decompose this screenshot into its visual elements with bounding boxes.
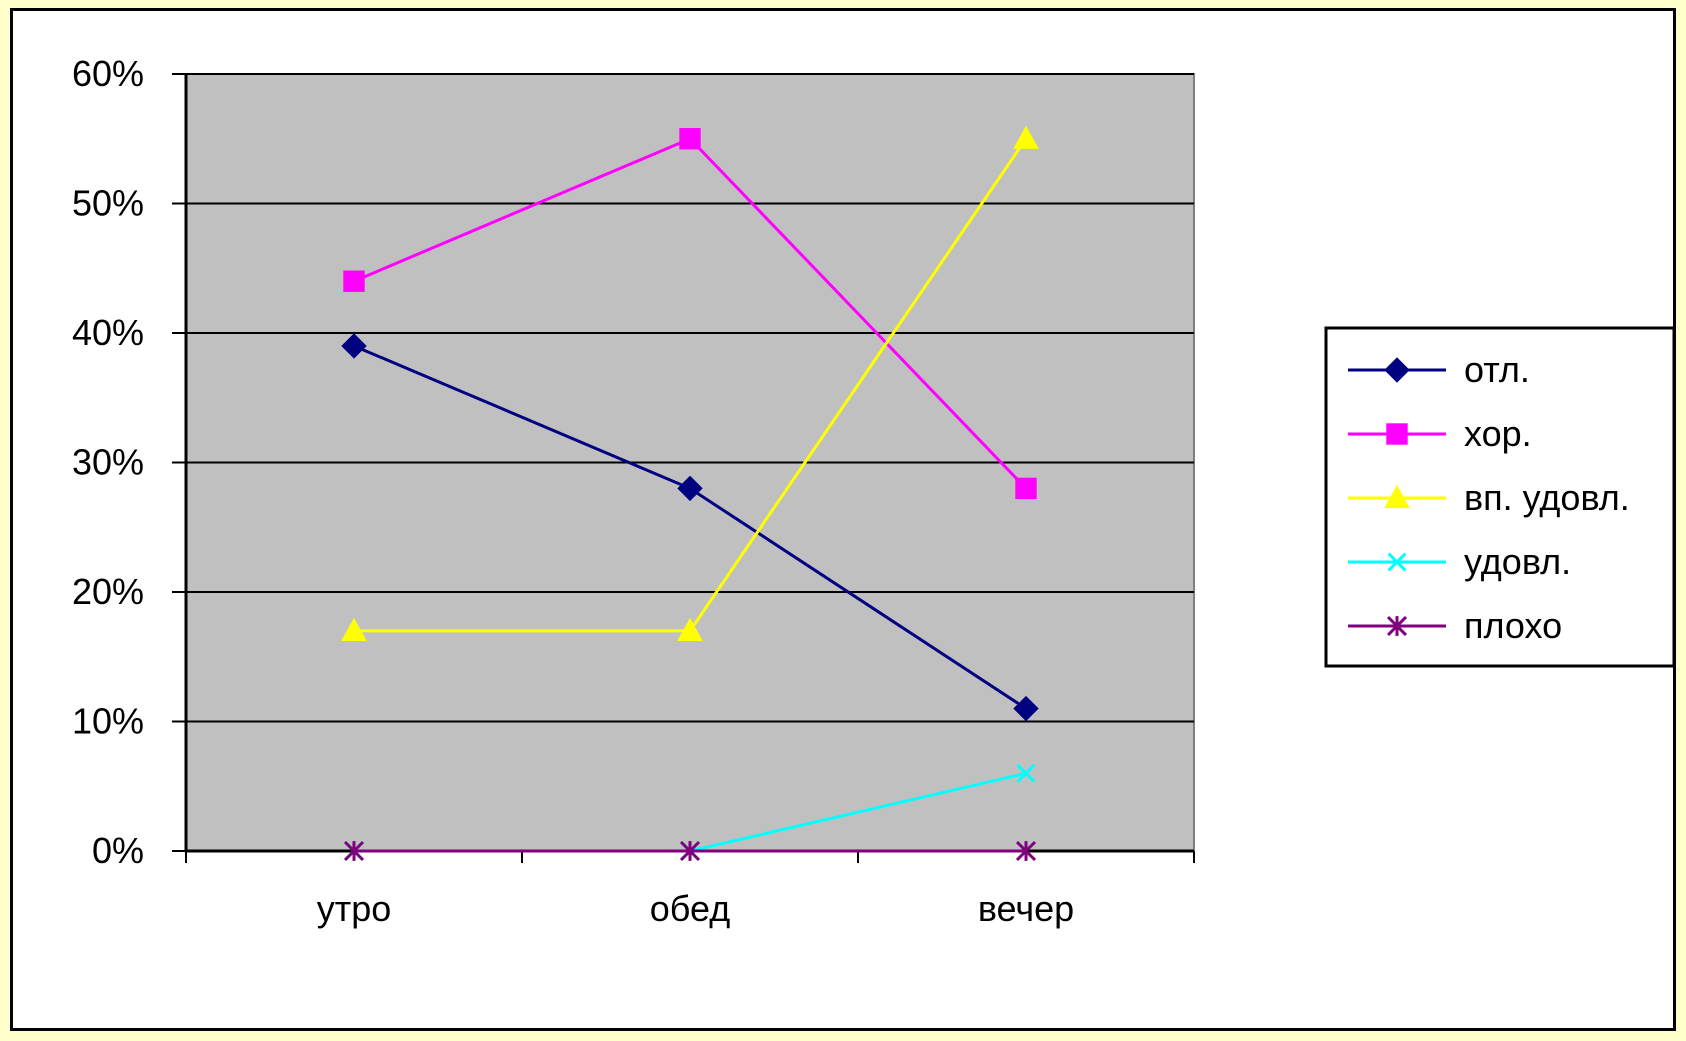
data-point [341, 617, 367, 641]
data-point [1016, 763, 1036, 783]
series-5 [343, 840, 1037, 862]
legend-label: вп. удовл. [1464, 477, 1630, 518]
series-2 [343, 128, 1037, 500]
data-point [343, 840, 365, 862]
data-point [677, 475, 703, 502]
gridlines [186, 73, 1194, 723]
data-point-stroke [1016, 763, 1036, 783]
legend: отл. хор. вп. удовл. удовл. плохо [1324, 326, 1676, 668]
legend-marker [1386, 615, 1408, 637]
data-point [679, 128, 701, 150]
data-point [679, 840, 701, 862]
legend-marker [1384, 484, 1410, 509]
x-axis-tick-labels: утро обед вечер [317, 888, 1074, 929]
legend-label: удовл. [1464, 541, 1571, 582]
y-tick-label: 30% [72, 442, 144, 483]
y-tick-label: 40% [72, 312, 144, 353]
y-axis-tick-labels: 0% 10% 20% 30% 40% 50% 60% [72, 53, 144, 871]
data-point [1015, 840, 1037, 862]
data-point [1015, 477, 1037, 500]
legend-marker [1386, 423, 1408, 445]
x-tick-label: вечер [978, 888, 1074, 929]
series-3 [341, 125, 1039, 641]
x-tick-label: утро [317, 888, 392, 929]
data-point [1013, 695, 1039, 722]
data-point [341, 333, 367, 359]
legend-label: плохо [1464, 605, 1562, 646]
y-tick-label: 60% [72, 53, 144, 94]
legend-marker-stroke [1387, 552, 1407, 572]
data-point [677, 617, 703, 641]
legend-label: отл. [1464, 349, 1530, 390]
legend-label: хор. [1464, 413, 1532, 454]
data-point [343, 270, 365, 292]
y-tick-label: 0% [92, 830, 144, 871]
data-point [1013, 125, 1039, 149]
y-tick-label: 10% [72, 701, 144, 742]
series-group [341, 125, 1039, 862]
series-1 [341, 333, 1039, 722]
y-tick-label: 50% [72, 183, 144, 224]
x-tick-label: обед [650, 888, 730, 929]
legend-marker [1387, 552, 1407, 572]
y-tick-label: 20% [72, 571, 144, 612]
legend-marker [1384, 357, 1410, 383]
